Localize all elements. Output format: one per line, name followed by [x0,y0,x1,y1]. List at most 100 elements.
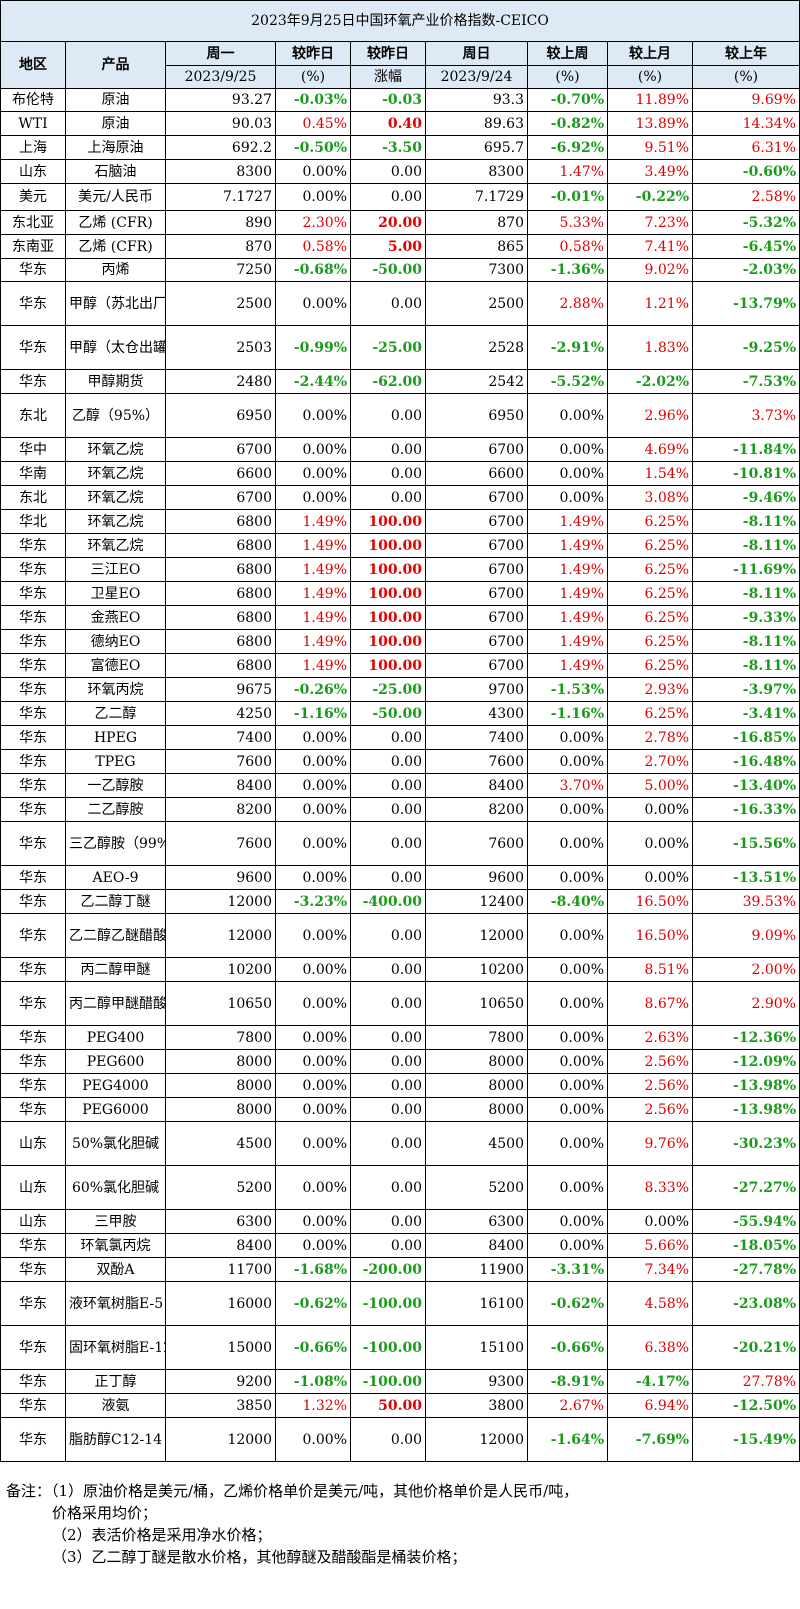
monthly-pct-cell: 2.63% [607,1025,693,1050]
monday-price-cell: 7.1727 [165,183,276,211]
monday-price-cell: 11700 [165,1257,276,1282]
weekly-pct-cell: -3.31% [527,1257,608,1282]
region-cell: 华东 [0,629,66,654]
header-monday: 周一 [165,41,276,66]
product-cell: 上海原油 [65,135,166,160]
product-cell: 液环氧树脂E-51 [65,1281,166,1326]
table-row: 华东 正丁醇 9200 -1.08% -100.00 9300 -8.91% -4.17% 27… [0,1369,800,1394]
product-cell: 美元/人民币 [65,183,166,211]
daily-pct-cell: 0.00% [275,393,351,438]
daily-pct-cell: -2.44% [275,369,351,394]
monthly-pct-cell: 9.76% [607,1121,693,1166]
product-cell: 原油 [65,88,166,112]
region-cell: 华东 [0,725,66,750]
region-cell: 华东 [0,865,66,890]
yearly-pct-cell: -3.97% [692,677,800,702]
table-row: 华东 HPEG 7400 0.00% 0.00 7400 0.00% 2.78% -16.85% [0,725,800,750]
table-row: 华东 乙二醇丁醚 12000 -3.23% -400.00 12400 -8.40% 16.5… [0,889,800,914]
yearly-pct-cell: 9.09% [692,913,800,958]
monday-price-cell: 6800 [165,605,276,630]
region-cell: 华东 [0,821,66,866]
monday-price-cell: 9675 [165,677,276,702]
region-cell: 布伦特 [0,88,66,112]
weekly-pct-cell: 1.49% [527,533,608,558]
daily-abs-cell: -100.00 [350,1281,426,1326]
daily-pct-cell: 0.00% [275,865,351,890]
monthly-pct-cell: 0.00% [607,821,693,866]
monday-price-cell: 8200 [165,797,276,822]
monday-price-cell: 12000 [165,889,276,914]
region-cell: WTI [0,111,66,136]
daily-abs-cell: 0.00 [350,159,426,184]
sunday-price-cell: 8300 [425,159,528,184]
product-cell: 三乙醇胺（99%） [65,821,166,866]
sunday-price-cell: 6700 [425,581,528,606]
monday-price-cell: 6800 [165,581,276,606]
daily-abs-cell: 0.00 [350,393,426,438]
sunday-price-cell: 8000 [425,1049,528,1074]
daily-pct-cell: 0.00% [275,957,351,982]
sunday-price-cell: 7800 [425,1025,528,1050]
daily-pct-cell: -1.68% [275,1257,351,1282]
monday-price-cell: 6700 [165,485,276,510]
table-row: WTI 原油 90.03 0.45% 0.40 89.63 -0.82% 13.89% 14.3… [0,111,800,136]
yearly-pct-cell: -12.36% [692,1025,800,1050]
sunday-price-cell: 12000 [425,1417,528,1462]
yearly-pct-cell: -8.11% [692,581,800,606]
header-daily-abs: 较昨日 [350,41,426,66]
monday-price-cell: 15000 [165,1325,276,1370]
region-cell: 华东 [0,1025,66,1050]
product-cell: AEO-9 [65,865,166,890]
daily-pct-cell: 1.49% [275,653,351,678]
daily-pct-cell: 1.49% [275,581,351,606]
yearly-pct-cell: -15.56% [692,821,800,866]
region-cell: 东南亚 [0,234,66,259]
table-row: 华东 环氧氯丙烷 8400 0.00% 0.00 8400 0.00% 5.66% -18.05… [0,1233,800,1258]
monthly-pct-cell: 6.25% [607,701,693,726]
yearly-pct-cell: 2.58% [692,183,800,211]
sunday-price-cell: 6600 [425,461,528,486]
daily-abs-cell: 0.00 [350,1073,426,1098]
table-row: 华东丙二醇甲醚醋酸酯106500.00%0.00106500.00%8.67%2… [0,981,800,1026]
monday-price-cell: 6950 [165,393,276,438]
weekly-pct-cell: 0.00% [527,865,608,890]
monthly-pct-cell: 2.56% [607,1073,693,1098]
weekly-pct-cell: -1.36% [527,258,608,282]
daily-pct-cell: 0.00% [275,1097,351,1122]
sunday-price-cell: 695.7 [425,135,528,160]
product-cell: 脂肪醇C12-14 [65,1417,166,1462]
monthly-pct-cell: 6.25% [607,629,693,654]
yearly-pct-cell: 3.73% [692,393,800,438]
product-cell: 德纳EO [65,629,166,654]
region-cell: 华东 [0,749,66,774]
product-cell: 丙二醇甲醚醋酸酯 [65,981,166,1026]
monthly-pct-cell: 6.25% [607,605,693,630]
weekly-pct-cell: 0.00% [527,393,608,438]
region-cell: 华东 [0,281,66,326]
table-row: 东北亚 乙烯 (CFR) 890 2.30% 20.00 870 5.33% 7.23% -5.… [0,210,800,235]
monday-price-cell: 5200 [165,1165,276,1210]
daily-pct-cell: 0.00% [275,821,351,866]
product-cell: TPEG [65,749,166,774]
sunday-price-cell: 6700 [425,485,528,510]
daily-pct-cell: 0.00% [275,749,351,774]
region-cell: 东北 [0,393,66,438]
monday-price-cell: 2480 [165,369,276,394]
header-sunday: 周日 [425,41,528,66]
sunday-price-cell: 6700 [425,653,528,678]
note-line: 备注：（1）原油价格是美元/桶，乙烯价格单价是美元/吨，其他价格单价是人民币/吨… [6,1482,579,1500]
monthly-pct-cell: 6.25% [607,581,693,606]
header-weekly: 较上周 [527,41,608,66]
daily-pct-cell: 0.00% [275,1417,351,1462]
monthly-pct-cell: 6.94% [607,1393,693,1418]
daily-abs-cell: -62.00 [350,369,426,394]
monthly-pct-cell: -4.17% [607,1369,693,1394]
yearly-pct-cell: -12.50% [692,1393,800,1418]
product-cell: PEG600 [65,1049,166,1074]
monday-price-cell: 8000 [165,1049,276,1074]
daily-pct-cell: -3.23% [275,889,351,914]
yearly-pct-cell: -8.11% [692,629,800,654]
daily-abs-cell: 0.00 [350,797,426,822]
daily-pct-cell: -0.68% [275,258,351,282]
table-row: 山东 石脑油 8300 0.00% 0.00 8300 1.47% 3.49% -0.60% [0,159,800,184]
